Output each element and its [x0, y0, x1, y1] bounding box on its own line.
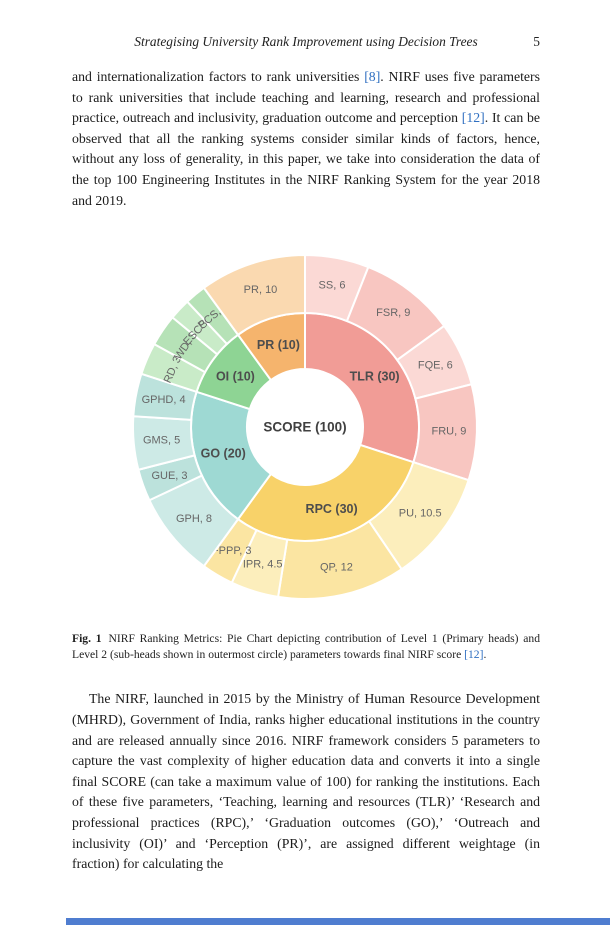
- chart-label: GMS, 5: [143, 435, 180, 447]
- figure-caption-text: NIRF Ranking Metrics: Pie Chart depictin…: [72, 632, 540, 661]
- sunburst-chart: TLR (30) RPC (30) GO (20) OI (10) PR (10) SS,…: [132, 254, 479, 601]
- chart-label: GPHD, 4: [142, 394, 186, 406]
- chart-label: PR (10): [257, 338, 300, 352]
- chart-label: PR, 10: [244, 284, 278, 296]
- chart-label: OI (10): [216, 370, 255, 384]
- citation-link[interactable]: [12]: [464, 647, 484, 661]
- chart-label: FQE, 6: [418, 360, 453, 372]
- citation-link[interactable]: [8]: [364, 69, 381, 84]
- chart-label: FSR, 9: [376, 307, 410, 319]
- chart-label: QP, 12: [320, 562, 353, 574]
- paragraph-nirf: The NIRF, launched in 2015 by the Minist…: [72, 689, 540, 874]
- text-run: . It can be observed that all the rankin…: [72, 110, 540, 208]
- chart-label: RPC (30): [306, 502, 358, 516]
- chart-label: SCORE (100): [263, 420, 346, 435]
- figure-caption: Fig. 1 NIRF Ranking Metrics: Pie Chart de…: [72, 631, 540, 662]
- chart-label: SS, 6: [319, 280, 346, 292]
- running-title: Strategising University Rank Improvement…: [134, 34, 478, 49]
- paragraph-intro: and internationalization factors to rank…: [72, 67, 540, 211]
- text-run: .: [483, 647, 487, 661]
- chart-label: TLR (30): [350, 370, 400, 384]
- figure-caption-label: Fig. 1: [72, 632, 102, 646]
- chart-label: GO (20): [201, 447, 246, 461]
- chart-label: PU, 10.5: [399, 508, 442, 520]
- chart-label: FPPP, 3: [212, 545, 252, 557]
- page-number: 5: [533, 34, 540, 49]
- text-run: NIRF Ranking Metrics: Pie Chart depictin…: [72, 632, 540, 661]
- chart-label: GUE, 3: [151, 470, 187, 482]
- citation-link[interactable]: [12]: [461, 110, 485, 126]
- bottom-bar: [66, 918, 610, 925]
- text-run: The NIRF, launched in 2015 by the Minist…: [72, 691, 540, 872]
- figure-1: TLR (30) RPC (30) GO (20) OI (10) PR (10) SS,…: [0, 247, 610, 612]
- text-run: and internationalization factors to rank…: [72, 69, 365, 84]
- chart-label: GPH, 8: [176, 513, 212, 525]
- text-run: . NIRF uses five parameters to rank univ…: [72, 69, 540, 126]
- chart-label: FRU, 9: [431, 426, 466, 438]
- chart-label: IPR, 4.5: [243, 559, 283, 571]
- running-head: Strategising University Rank Improvement…: [72, 34, 540, 50]
- wedge-sub-PR: [202, 254, 306, 337]
